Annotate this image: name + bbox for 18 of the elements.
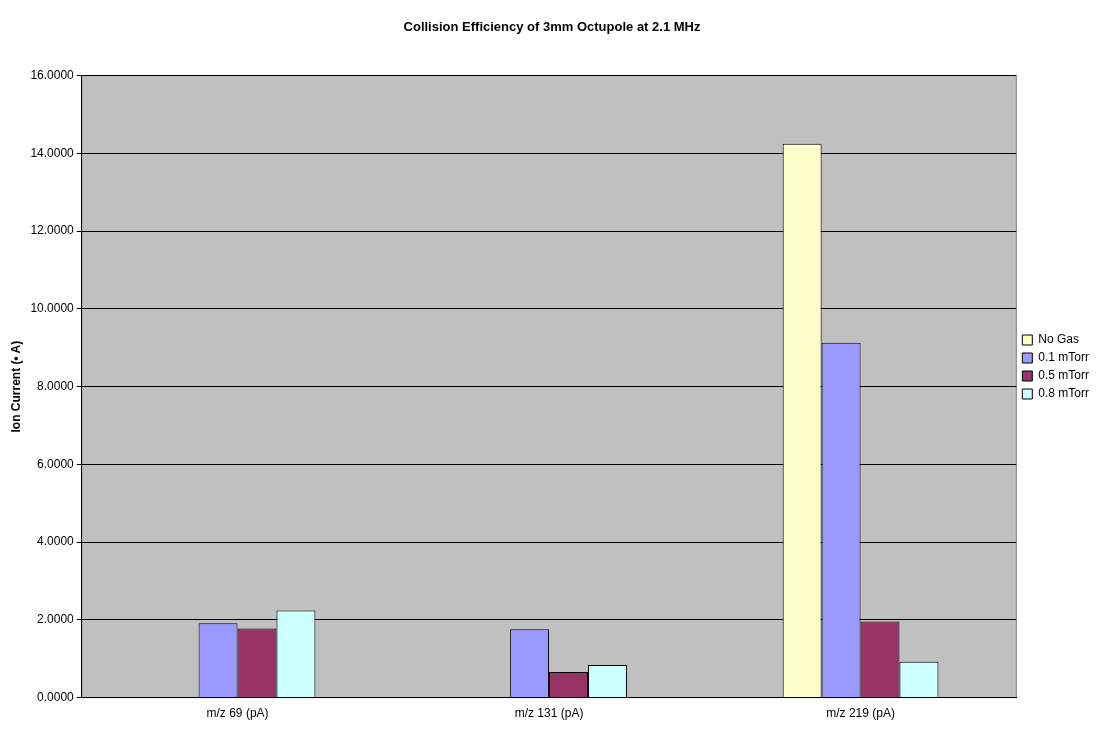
x-tick-label: m/z 219 (pA) — [826, 706, 895, 721]
x-tick-label: m/z 131 (pA) — [514, 706, 584, 721]
y-tick-label: 8.0000 — [37, 378, 75, 393]
y-tick-label: 14.0000 — [30, 145, 75, 160]
y-tick-label: 16.0000 — [30, 67, 75, 82]
y-tick-label: 12.0000 — [30, 223, 75, 238]
legend-label: 0.5 mTorr — [1038, 368, 1090, 383]
y-tick-label: 6.0000 — [37, 456, 75, 471]
chart-title: Collision Efficiency of 3mm Octupole at 2.1 MHz — [403, 19, 701, 35]
y-tick-label: 2.0000 — [37, 612, 75, 627]
y-tick-label: 0.0000 — [37, 689, 75, 704]
y-tick-label: 10.0000 — [30, 301, 75, 316]
y-tick-label: 4.0000 — [37, 534, 75, 549]
y-axis-title: Ion Current (• A) — [8, 340, 23, 433]
legend-label: 0.1 mTorr — [1038, 350, 1090, 365]
legend-label: 0.8 mTorr — [1038, 386, 1090, 401]
x-tick-label: m/z 69 (pA) — [206, 706, 269, 721]
legend-label: No Gas — [1038, 332, 1080, 347]
